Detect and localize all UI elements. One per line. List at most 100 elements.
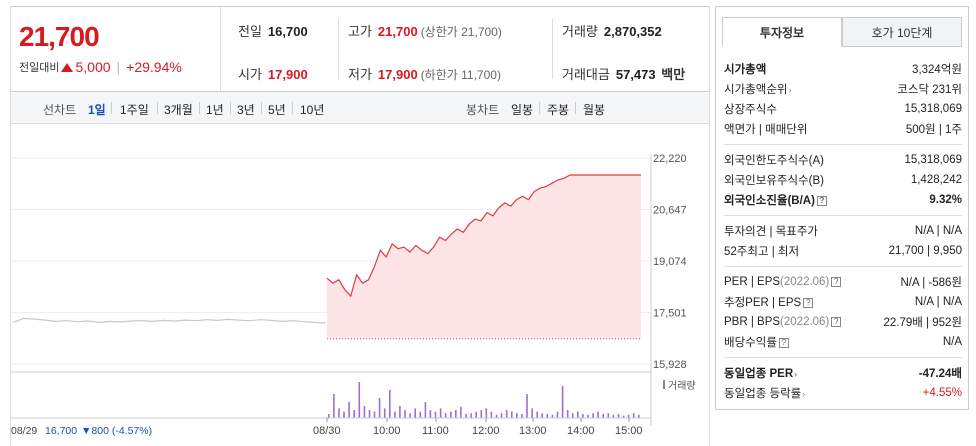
volume-bar — [328, 414, 330, 418]
candle-weekly[interactable]: 주봉 — [547, 103, 570, 117]
shares-label: 상장주식수 — [724, 104, 777, 116]
foreign-hold-row: 외국인보유주식수(B) 1,428,242 — [724, 170, 962, 190]
foreign-limit-row: 외국인한도주식수(A) 15,318,069 — [724, 150, 962, 170]
week52-value: 21,700 | 9,950 — [888, 245, 962, 257]
trade-amount: 거래대금 57,473 백만 — [562, 64, 691, 83]
help-icon[interactable]: ? — [831, 276, 842, 287]
high-label: 고가 — [348, 24, 372, 39]
candle-daily[interactable]: 일봉 — [511, 103, 534, 117]
volume-bar — [389, 390, 391, 418]
divider: | — [116, 59, 121, 75]
divider — [338, 19, 339, 79]
x-tick-label: 11:00 — [422, 425, 449, 437]
volume-bar — [531, 408, 533, 418]
volume-bar — [516, 413, 518, 418]
x-tick-label: 10:00 — [373, 425, 401, 437]
chevron-right-icon: › — [802, 389, 806, 399]
foreign-limit-value: 15,318,069 — [904, 154, 962, 166]
volume-bar — [480, 410, 483, 418]
volume-bar — [373, 411, 376, 418]
rank-row: 시가총액순위› 코스닥 231위 — [724, 79, 962, 99]
volume-bar — [622, 415, 625, 418]
x-tick-label: 13:00 — [519, 425, 547, 437]
volume: 거래량 2,870,352 — [562, 21, 662, 40]
period-10y[interactable]: 10년 — [300, 103, 325, 117]
volume-legend-label: 거래량 — [668, 380, 696, 392]
low-label: 저가 — [348, 67, 372, 82]
tab-orderbook[interactable]: 호가 10단계 — [842, 17, 962, 47]
amount-label: 거래대금 — [562, 67, 610, 82]
candle-chart-label: 봉차트 — [466, 103, 500, 117]
volume-bar — [465, 414, 467, 418]
foreign-hold-value: 1,428,242 — [910, 174, 962, 186]
volume-bar — [587, 414, 589, 418]
prev-close: 전일 16,700 — [238, 21, 308, 40]
period-1y[interactable]: 1년 — [206, 103, 224, 117]
volume-bar — [470, 413, 472, 418]
help-icon[interactable]: ? — [803, 297, 814, 308]
volume-bar — [597, 411, 599, 418]
shares-value: 15,318,069 — [904, 103, 962, 115]
pbr-value: 22.79배 | 952원 — [883, 317, 962, 329]
price-area — [327, 175, 641, 339]
tab-invest-info[interactable]: 투자정보 — [722, 17, 842, 47]
industry-per-label: 동일업종 PER — [724, 368, 794, 380]
help-icon[interactable]: ? — [831, 316, 842, 327]
prev-day-change: ▼800 (-4.57%) — [81, 425, 152, 437]
volume-bar — [546, 414, 549, 418]
period-1w[interactable]: 1주일 — [120, 103, 149, 117]
upper-limit: (상한가 21,700) — [420, 25, 502, 39]
divider — [575, 102, 576, 114]
period-3m[interactable]: 3개월 — [164, 103, 193, 117]
per-row: PER | EPS(2022.06)? N/A | -586원 — [724, 272, 962, 292]
volume-bar — [521, 414, 523, 418]
volume-bar — [551, 414, 554, 418]
price-change: 전일대비 5,000 | +29.94% — [19, 59, 182, 75]
volume-bar — [536, 411, 538, 418]
volume-bar — [419, 411, 422, 418]
volume-bar — [378, 398, 381, 418]
volume-label: 거래량 — [562, 24, 598, 39]
volume-bar — [577, 411, 579, 418]
volume-bar — [358, 382, 361, 418]
price-info-grid: 전일 16,700 고가 21,700 (상한가 21,700) 거래량 2,870,3… — [222, 7, 709, 91]
volume-bar — [602, 414, 604, 418]
period-3y[interactable]: 3년 — [237, 103, 255, 117]
volume-bar — [450, 411, 452, 418]
help-icon[interactable]: ? — [778, 337, 789, 348]
prev-value: 16,700 — [267, 24, 308, 39]
diff-label: 전일대비 — [19, 62, 60, 74]
volume-bar — [511, 411, 513, 418]
y-tick-label: 22,220 — [653, 153, 687, 165]
low-price: 저가 17,900 (하한가 11,700) — [348, 64, 501, 83]
lower-limit: (하한가 11,700) — [420, 68, 501, 82]
divider — [230, 102, 231, 114]
volume-bar — [500, 413, 503, 418]
volume-bar — [429, 410, 432, 418]
volume-bar — [333, 394, 335, 418]
volume-bar — [424, 402, 427, 418]
current-price-block: 21,700 전일대비 5,000 | +29.94% — [11, 7, 221, 91]
volume-bar — [404, 410, 406, 418]
rank-label-wrap[interactable]: 시가총액순위› — [724, 81, 791, 97]
foreign-rate-value: 9.32% — [929, 194, 962, 206]
volume-bar — [368, 410, 371, 418]
week52-label: 52주최고 | 최저 — [724, 246, 800, 258]
prev-day-line — [12, 317, 326, 324]
divider — [539, 102, 540, 114]
foreign-rate-row: 외국인소진율(B/A)? 9.32% — [724, 190, 962, 210]
opinion-label: 투자의견 | 목표주가 — [724, 226, 819, 238]
dividend-label: 배당수익률 — [724, 337, 777, 349]
candle-monthly[interactable]: 월봉 — [583, 103, 606, 117]
volume-bar — [353, 410, 355, 418]
foreign-limit-label: 외국인한도주식수(A) — [724, 155, 824, 167]
period-1d[interactable]: 1일 — [88, 103, 106, 117]
volume-bar — [383, 408, 386, 418]
period-5y[interactable]: 5년 — [268, 103, 286, 117]
volume-bar — [561, 386, 564, 418]
divider — [157, 102, 158, 114]
help-icon[interactable]: ? — [816, 195, 827, 206]
divider — [724, 266, 962, 267]
dividend-value: N/A — [942, 336, 962, 348]
industry-rate-value: +4.55% — [922, 387, 962, 399]
